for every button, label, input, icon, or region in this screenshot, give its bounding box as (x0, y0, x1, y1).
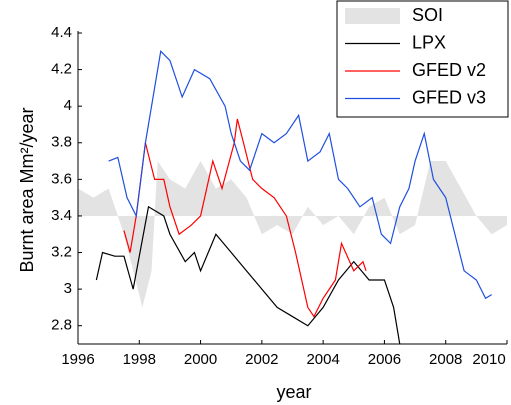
legend-label: LPX (412, 32, 446, 52)
y-tick-label: 3 (64, 280, 72, 297)
x-tick-label: 2000 (184, 351, 217, 368)
legend-label: GFED v3 (412, 87, 486, 107)
soi-area (78, 161, 507, 308)
series-line (123, 118, 367, 318)
legend-label: SOI (412, 5, 443, 25)
y-tick-label: 3.4 (51, 207, 72, 224)
x-tick-label: 1998 (123, 351, 156, 368)
x-tick-label: 1996 (61, 351, 94, 368)
series-line (108, 50, 492, 300)
series-line (95, 205, 401, 345)
y-tick-label: 4.4 (51, 24, 72, 41)
x-tick-label: 2006 (368, 351, 401, 368)
x-axis-label: year (276, 382, 311, 402)
y-tick-label: 4 (64, 97, 72, 114)
y-tick-label: 3.8 (51, 134, 72, 151)
x-tick-label: 2004 (306, 351, 339, 368)
y-tick-label: 4.2 (51, 61, 72, 78)
legend-label: GFED v2 (412, 60, 486, 80)
y-tick-label: 3.2 (51, 243, 72, 260)
x-tick-label: 2008 (429, 351, 462, 368)
x-tick-label: 2010 (472, 351, 505, 368)
y-tick-label: 2.8 (51, 317, 72, 334)
y-tick-label: 3.6 (51, 170, 72, 187)
legend-box (336, 0, 509, 118)
y-axis-label: Burnt area Mm²/year (17, 107, 37, 272)
legend-swatch (345, 8, 400, 24)
x-tick-label: 2002 (245, 351, 278, 368)
